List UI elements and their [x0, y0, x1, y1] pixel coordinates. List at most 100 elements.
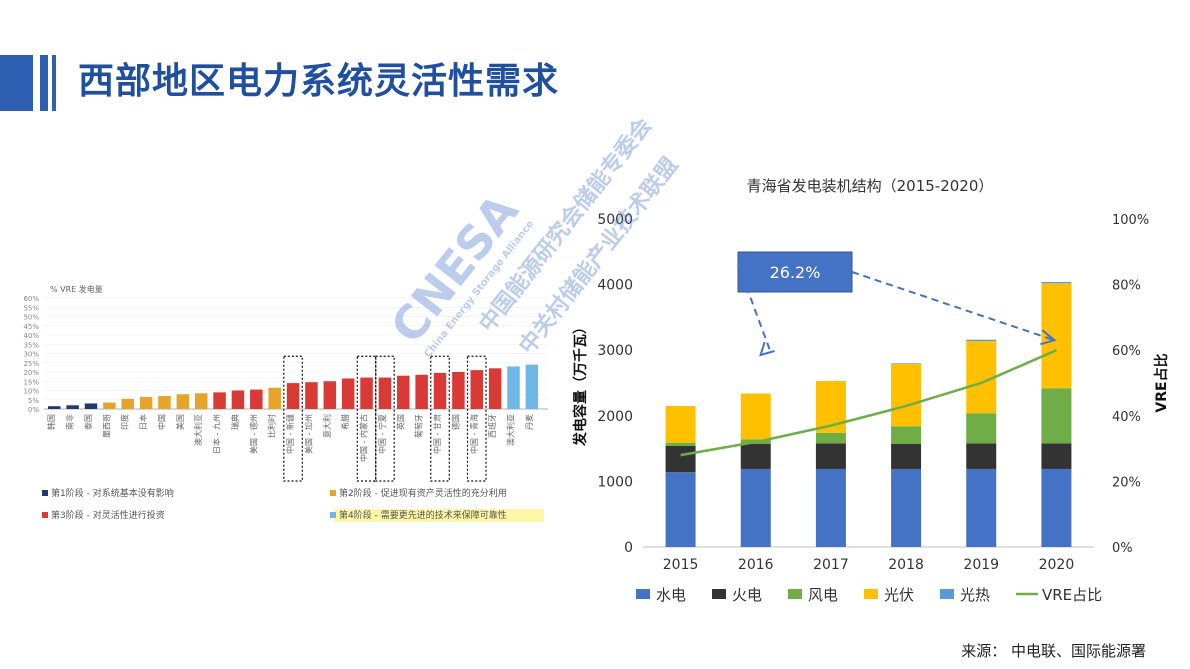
left-chart-xtick: 中国: [156, 414, 166, 430]
left-chart-bar: [360, 377, 373, 409]
left-chart-ylabel: % VRE 发电量: [50, 284, 103, 294]
right-chart-ylabel: 发电容量（万千瓦）: [572, 320, 589, 447]
left-legend-highlight: [334, 509, 544, 522]
left-chart-ytick: 10%: [23, 388, 39, 396]
right-chart-y2tick: 60%: [1112, 344, 1141, 359]
left-chart-xtick: 中国 - 内蒙古: [359, 414, 369, 462]
left-chart-bar: [268, 387, 281, 409]
left-chart-bar: [470, 370, 484, 409]
right-chart-y2label: VRE占比: [1153, 353, 1170, 412]
source-note: 来源： 中电联、国际能源署: [961, 642, 1146, 660]
left-chart-xtick: 美国 - 德州: [248, 414, 258, 454]
left-chart-xtick: 比利时: [267, 414, 277, 438]
left-chart-xtick: 中国 - 宁夏: [377, 414, 387, 454]
right-chart-y2tick: 100%: [1112, 213, 1149, 228]
right-legend-label: 风电: [808, 586, 838, 604]
right-chart-bar-segment: [966, 341, 997, 414]
right-chart-ytick: 2000: [597, 409, 633, 425]
annotation-arrow-left: [737, 263, 772, 353]
left-chart-xtick: 美国: [175, 414, 185, 430]
right-chart-y2tick: 40%: [1112, 410, 1141, 425]
left-chart-bar: [176, 394, 190, 409]
accent-bar: [0, 55, 33, 111]
left-chart-xtick: 韩国: [46, 414, 56, 430]
left-chart-xtick: 南非: [65, 414, 75, 430]
left-chart-ytick: 30%: [23, 351, 39, 359]
left-chart-bar: [397, 375, 410, 409]
left-chart-ytick: 0%: [28, 406, 39, 414]
left-legend-label: 第3阶段 - 对灵活性进行投资: [51, 509, 165, 521]
left-legend-swatch: [42, 512, 48, 518]
annotation-value: 26.2%: [770, 263, 821, 282]
annotation-arrowhead-left: [759, 341, 775, 357]
left-chart-highlight-box: [430, 355, 450, 482]
right-chart-xtick: 2017: [813, 557, 849, 573]
left-chart-xtick: 葡萄牙: [414, 414, 424, 438]
left-chart-bar: [103, 402, 116, 409]
right-legend-swatch: [864, 589, 878, 599]
left-chart-xtick: 中国 - 青海: [469, 414, 479, 454]
right-legend-label: VRE占比: [1042, 586, 1102, 604]
left-chart-ytick: 50%: [23, 314, 39, 322]
right-chart-ytick: 4000: [597, 278, 633, 294]
right-chart-bar-segment: [891, 363, 922, 427]
left-chart-xtick: 意大利: [322, 414, 332, 438]
left-legend-swatch: [42, 490, 48, 496]
left-chart-xtick: 泰国: [83, 414, 93, 430]
left-chart-ytick: 20%: [23, 369, 39, 377]
left-chart-bar: [305, 382, 318, 409]
left-chart-ytick: 35%: [23, 341, 39, 349]
left-legend-swatch: [330, 512, 336, 518]
right-chart-bar-segment: [665, 445, 696, 473]
left-chart-ytick: 25%: [23, 360, 39, 368]
left-chart-bar: [452, 372, 465, 409]
right-chart-y2tick: 20%: [1112, 475, 1141, 490]
left-chart-bar: [323, 381, 337, 409]
right-chart-bar-segment: [665, 405, 696, 443]
annotation-arrow-right: [851, 271, 1055, 342]
right-legend-swatch: [940, 589, 954, 599]
right-legend-swatch: [636, 589, 650, 599]
right-chart-bar-segment: [966, 413, 997, 444]
right-legend-label: 水电: [656, 586, 686, 604]
left-chart-bar: [139, 396, 153, 409]
left-chart-bar: [378, 377, 392, 409]
right-chart-bar-segment: [1041, 283, 1072, 389]
right-legend-swatch: [712, 589, 726, 599]
left-chart-xtick: 中国 - 甘肃: [432, 414, 442, 454]
left-chart-bar: [341, 378, 355, 409]
right-chart-xtick: 2019: [963, 557, 999, 573]
left-chart-xtick: 瑞典: [230, 414, 240, 430]
annotation-box: [737, 251, 853, 293]
left-chart-xtick: 丹麦: [524, 414, 534, 430]
left-chart-ytick: 40%: [23, 332, 39, 340]
left-legend-label: 第1阶段 - 对系统基本没有影响: [51, 487, 174, 499]
right-chart-xtick: 2018: [888, 557, 924, 573]
right-chart-bar-segment: [966, 339, 997, 342]
annotation-arrowhead-right: [1040, 329, 1057, 346]
left-chart-bar: [250, 389, 263, 409]
left-chart-bar: [525, 364, 539, 409]
left-chart-xtick: 日本 - 九州: [212, 414, 222, 454]
left-chart-bar: [286, 383, 300, 409]
accent-bar-thin: [40, 55, 48, 111]
right-chart-y2tick: 0%: [1112, 541, 1133, 556]
right-chart-bar-segment: [891, 444, 922, 469]
right-chart-bar-segment: [891, 426, 922, 445]
left-chart-xtick: 日本: [138, 414, 148, 430]
right-legend-label: 光伏: [884, 586, 914, 604]
right-chart-y2tick: 80%: [1112, 279, 1141, 294]
right-chart-ytick: 3000: [597, 343, 633, 359]
right-chart-xtick: 2015: [663, 557, 699, 573]
right-chart-bar-segment: [1041, 388, 1072, 444]
left-legend-label: 第2阶段 - 促进现有资产灵活性的充分利用: [339, 487, 507, 499]
left-chart-bar: [231, 390, 245, 409]
left-chart-xtick: 中国 - 新疆: [285, 414, 295, 454]
left-chart-bar: [158, 396, 171, 409]
right-chart-bar-segment: [815, 468, 846, 547]
right-chart-bar-segment: [966, 468, 997, 547]
left-chart-bar: [121, 398, 134, 409]
right-legend-label: 火电: [732, 586, 762, 604]
right-chart-bar-segment: [1041, 443, 1072, 469]
right-chart-vre-line: [680, 349, 1057, 457]
